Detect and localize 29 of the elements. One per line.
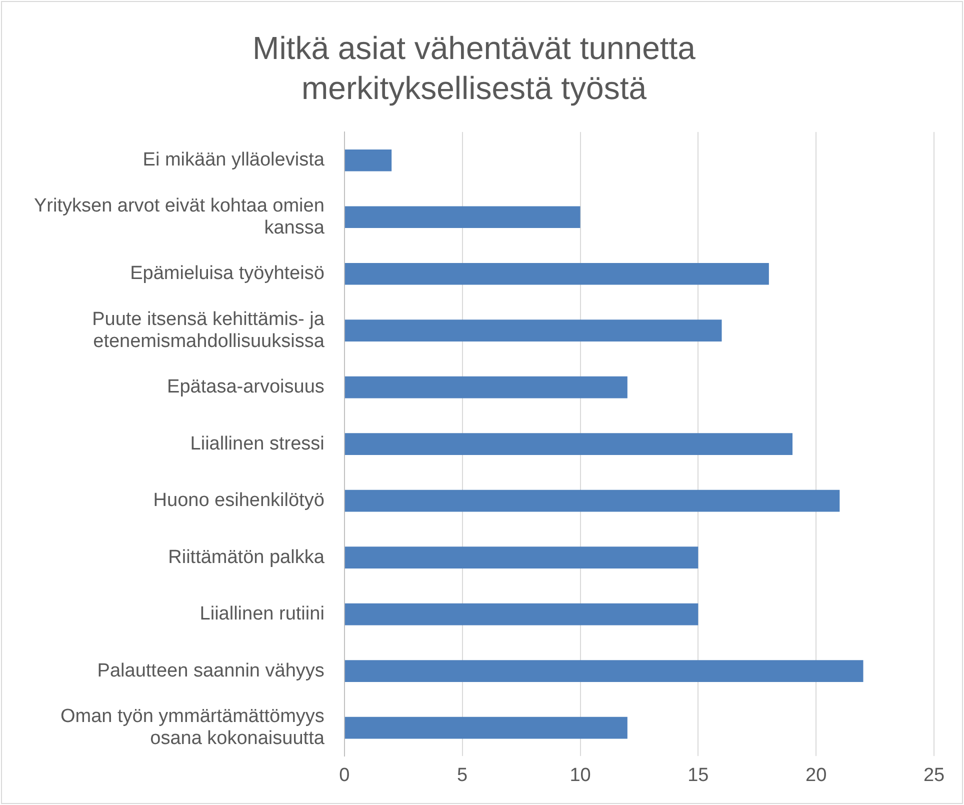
- y-tick-label: Epämieluisa työyhteisö: [130, 263, 324, 284]
- x-tick-label: 15: [688, 764, 709, 786]
- x-tick-label: 0: [339, 764, 350, 786]
- x-tick-label: 10: [570, 764, 591, 786]
- bar: [344, 490, 840, 512]
- bar: [344, 320, 722, 342]
- bar: [344, 376, 628, 398]
- y-tick-label: Palautteen saannin vähyys: [97, 660, 324, 682]
- y-tick-label: Huono esihenkilötyö: [153, 490, 324, 512]
- bar: [344, 716, 628, 739]
- x-tick-label: 25: [923, 764, 945, 786]
- chart-title: Mitkä asiat vähentävät tunnetta merkityksellisestä työstä: [252, 30, 696, 106]
- x-tick-label: 20: [806, 764, 827, 786]
- y-tick-label: Yrityksen arvot eivät kohtaa omien kanssa: [34, 195, 325, 238]
- x-tick-label: 5: [457, 764, 468, 786]
- y-tick-label: Epätasa-arvoisuus: [167, 376, 324, 398]
- bar: [344, 206, 580, 228]
- bar: [344, 262, 769, 285]
- y-tick-label: Oman työn ymmärtämättömyys osana kokonaisuutta: [60, 706, 325, 749]
- y-tick-label: Liiallinen stressi: [190, 433, 324, 454]
- bar: [344, 603, 698, 626]
- bar: [344, 149, 392, 172]
- y-tick-label: Puute itsensä kehittämis- ja etenemismahdollisuuksissa: [92, 308, 325, 352]
- y-tick-label: Ei mikään ylläolevista: [142, 150, 325, 171]
- y-tick-label: Liiallinen rutiini: [200, 604, 324, 625]
- bar: [344, 660, 864, 682]
- y-tick-label: Riittämätön palkka: [168, 546, 325, 568]
- bar: [344, 546, 698, 569]
- bar: [344, 433, 792, 456]
